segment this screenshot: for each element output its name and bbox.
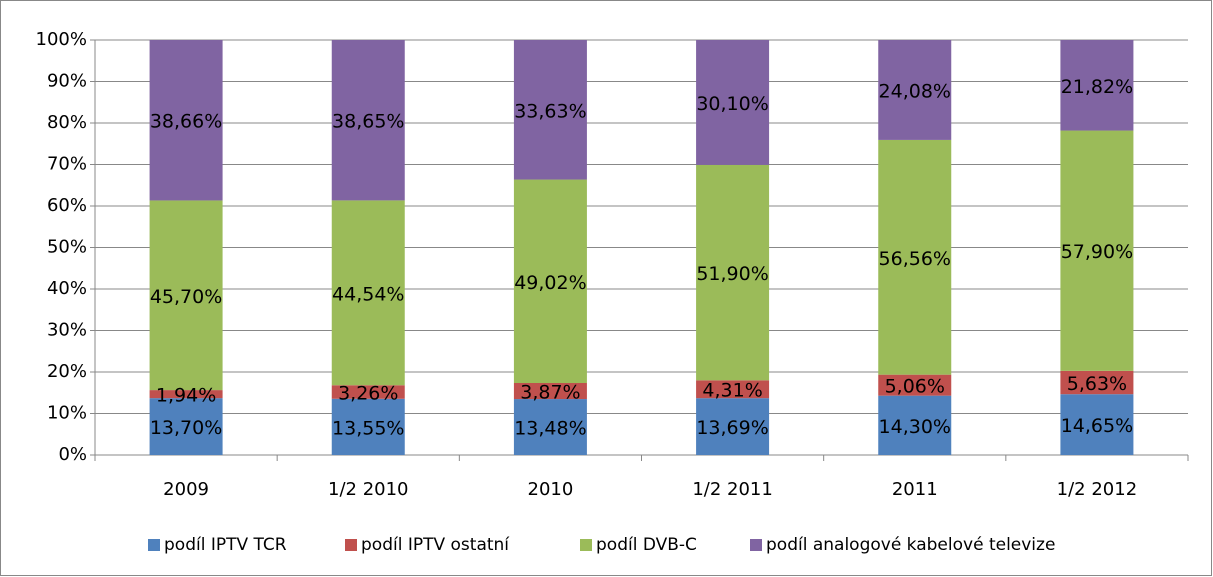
bar-segment	[513, 179, 587, 383]
x-tick-label: 1/2 2011	[692, 479, 773, 500]
data-label: 21,82%	[1061, 76, 1133, 98]
bar-segment	[331, 200, 405, 386]
bar-segment	[149, 390, 223, 399]
y-tick-label: 100%	[36, 29, 87, 50]
bar-segment	[149, 40, 223, 201]
y-tick-label: 40%	[47, 278, 87, 299]
legend-swatch	[750, 539, 762, 551]
legend-label: podíl IPTV ostatní	[361, 535, 510, 555]
data-label: 38,66%	[150, 111, 222, 133]
y-tick-label: 10%	[47, 403, 87, 424]
legend-label: podíl DVB-C	[596, 535, 697, 555]
bar-segment	[878, 40, 952, 140]
bar-segment	[1060, 370, 1134, 395]
data-label: 51,90%	[696, 263, 768, 285]
legend-label: podíl IPTV TCR	[164, 535, 287, 555]
bar-segment	[513, 382, 587, 400]
bar-segment	[513, 399, 587, 455]
data-label: 13,70%	[150, 417, 222, 439]
data-label: 49,02%	[514, 272, 586, 294]
bar-segment	[696, 40, 770, 165]
x-tick-label: 1/2 2010	[328, 479, 409, 500]
y-tick-label: 80%	[47, 112, 87, 133]
data-label: 1,94%	[156, 385, 216, 407]
data-label: 38,65%	[332, 111, 404, 133]
bar-segment	[149, 200, 223, 391]
data-label: 5,06%	[885, 376, 945, 398]
y-tick-label: 90%	[47, 71, 87, 92]
x-tick-label: 2011	[892, 479, 938, 500]
legend-swatch	[148, 539, 160, 551]
legend-swatch	[580, 539, 592, 551]
data-label: 14,30%	[879, 416, 951, 438]
bar-segment	[696, 380, 770, 399]
legend-label: podíl analogové kabelové televize	[766, 535, 1055, 555]
y-tick-label: 50%	[47, 237, 87, 258]
data-label: 14,65%	[1061, 415, 1133, 437]
data-label: 45,70%	[150, 286, 222, 308]
x-tick-label: 2010	[528, 479, 574, 500]
data-label: 33,63%	[514, 100, 586, 122]
y-tick-label: 20%	[47, 361, 87, 382]
y-tick-label: 30%	[47, 320, 87, 341]
data-label: 24,08%	[879, 80, 951, 102]
x-tick-label: 1/2 2012	[1057, 479, 1138, 500]
y-tick-label: 0%	[58, 444, 87, 465]
data-label: 3,26%	[338, 383, 398, 405]
bar-segment	[1060, 394, 1134, 455]
y-tick-label: 60%	[47, 195, 87, 216]
bar-segment	[513, 40, 587, 180]
y-tick-label: 70%	[47, 154, 87, 175]
bar-segment	[331, 398, 405, 455]
bar-segment	[331, 40, 405, 201]
data-label: 13,69%	[696, 417, 768, 439]
data-label: 13,55%	[332, 417, 404, 439]
data-label: 56,56%	[879, 248, 951, 270]
bar-segment	[1060, 40, 1134, 131]
bar-segment	[878, 395, 952, 455]
data-label: 57,90%	[1061, 241, 1133, 263]
legend-swatch	[345, 539, 357, 551]
bar-segment	[696, 164, 770, 381]
bar-segment	[878, 374, 952, 396]
data-label: 3,87%	[520, 382, 580, 404]
data-label: 30,10%	[696, 93, 768, 115]
data-label: 4,31%	[702, 380, 762, 402]
data-label: 5,63%	[1067, 373, 1127, 395]
x-tick-label: 2009	[163, 479, 209, 500]
bar-segment	[1060, 130, 1134, 371]
data-label: 44,54%	[332, 283, 404, 305]
bar-segment	[696, 398, 770, 455]
data-label: 13,48%	[514, 418, 586, 440]
bar-segment	[331, 385, 405, 399]
bar-segment	[878, 139, 952, 375]
bar-segment	[149, 398, 223, 455]
